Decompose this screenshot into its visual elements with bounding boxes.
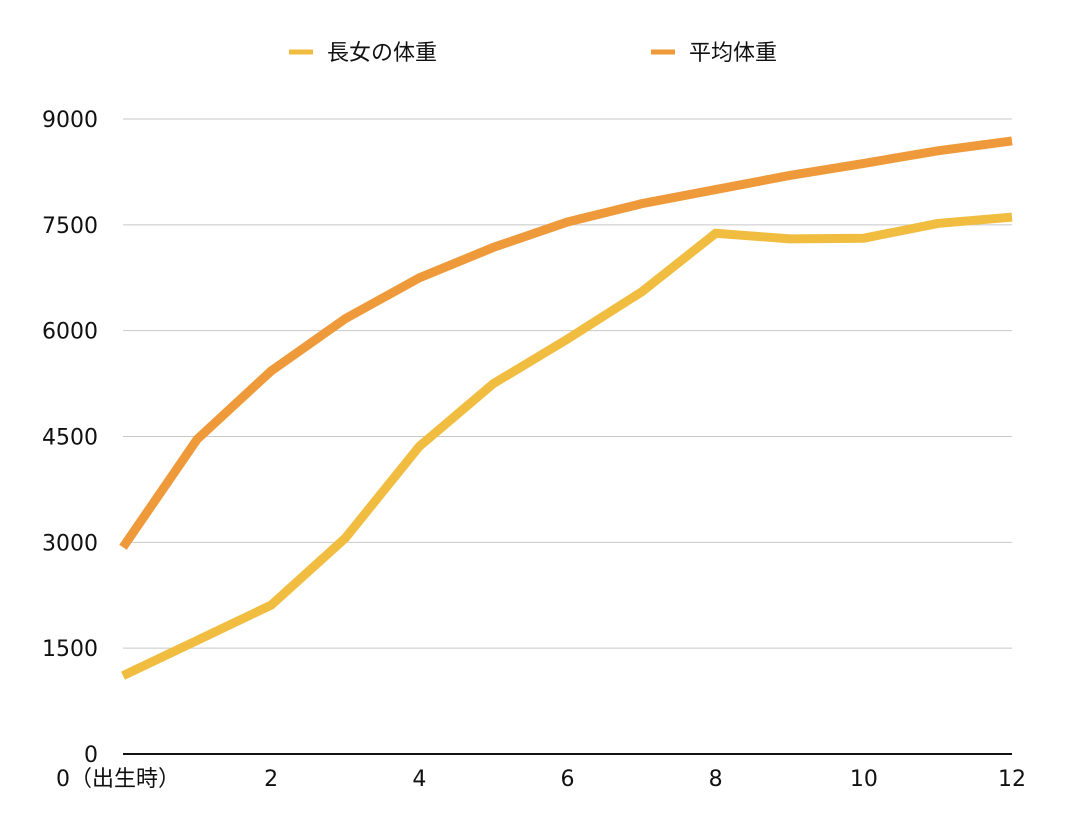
y-tick-label: 3000	[42, 531, 98, 556]
legend: 長女の体重 平均体重	[289, 41, 777, 66]
y-tick-label: 0	[84, 743, 98, 768]
x-tick-label: 0（出生時）	[56, 767, 180, 792]
y-tick-label: 6000	[42, 320, 98, 345]
y-tick-label: 1500	[42, 637, 98, 662]
x-tick-label: 6	[561, 767, 575, 792]
series-line-0	[121, 212, 1013, 680]
x-tick-label: 2	[264, 767, 278, 792]
y-tick-label: 4500	[42, 426, 98, 451]
legend-label: 平均体重	[689, 41, 777, 66]
x-tick-label: 12	[998, 767, 1026, 792]
series-lines	[119, 136, 1013, 680]
x-tick-label: 8	[709, 767, 723, 792]
y-tick-label: 9000	[42, 108, 98, 133]
legend-label: 長女の体重	[327, 41, 437, 66]
x-tick-label: 10	[850, 767, 878, 792]
x-tick-label: 4	[412, 767, 426, 792]
y-axis-ticks: 0 1500 3000 4500 6000 7500 9000	[42, 108, 98, 768]
y-tick-label: 7500	[42, 214, 98, 239]
x-axis-ticks: 0（出生時） 2 4 6 8 10 12	[56, 767, 1026, 792]
